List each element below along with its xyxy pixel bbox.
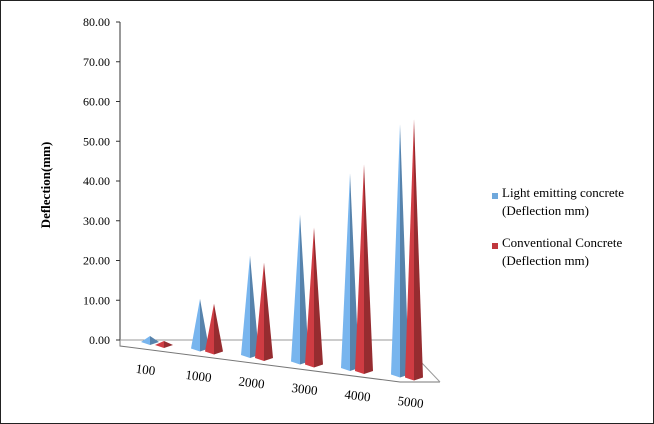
- cone-conventional-shade: [314, 227, 323, 368]
- x-tick-label: 3000: [291, 380, 319, 398]
- cone-conventional: [355, 164, 364, 374]
- y-axis-label: Deflection(mm): [38, 142, 53, 229]
- y-tick-labels: 0.00 10.00 20.00 30.00 40.00 50.00 60.00 70.00 8…: [83, 15, 120, 347]
- cone-conventional: [205, 303, 214, 355]
- cone-light-emitting-shade: [250, 255, 259, 358]
- cone-light-emitting-shade: [400, 124, 409, 378]
- cone-light-emitting-shade: [200, 298, 209, 352]
- y-tick-label: 40.00: [83, 174, 110, 188]
- cone-light-emitting-shade: [300, 214, 309, 365]
- legend-entry-text: Light emitting concrete: [502, 185, 624, 200]
- y-tick-label: 50.00: [83, 134, 110, 148]
- floor-front-edge: [119, 340, 440, 383]
- cone-light-emitting: [141, 336, 150, 345]
- legend-entry-text: (Deflection mm): [502, 203, 589, 218]
- cone-conventional-shade: [264, 262, 273, 361]
- x-tick-label: 4000: [344, 387, 372, 405]
- y-tick-label: 70.00: [83, 55, 110, 69]
- y-tick-label: 0.00: [89, 333, 110, 347]
- cone-light-emitting: [341, 173, 350, 371]
- cone-light-emitting: [191, 298, 200, 352]
- chart-cones: [141, 119, 423, 381]
- x-tick-label: 100: [135, 361, 156, 378]
- legend-swatch: [492, 193, 498, 199]
- y-tick-label: 60.00: [83, 95, 110, 109]
- cone-light-emitting-shade: [350, 173, 359, 371]
- legend-entry-text: (Deflection mm): [502, 253, 589, 268]
- x-tick-label: 5000: [397, 393, 425, 411]
- x-tick-label: 2000: [238, 374, 266, 392]
- cone-light-emitting: [391, 124, 400, 378]
- cone-conventional-shade: [364, 164, 373, 374]
- cone-light-emitting: [291, 214, 300, 365]
- chart-legend: Light emitting concrete (Deflection mm) Co…: [492, 185, 624, 268]
- cone-conventional-shade: [214, 303, 223, 355]
- legend-entry-text: Conventional Concrete: [502, 235, 622, 250]
- cone-conventional-shade: [164, 341, 173, 348]
- cone-conventional: [255, 262, 264, 361]
- y-tick-label: 10.00: [83, 293, 110, 307]
- cone-conventional-shade: [414, 119, 423, 381]
- legend-swatch: [492, 243, 498, 249]
- cone-conventional: [405, 119, 414, 381]
- y-tick-label: 80.00: [83, 15, 110, 29]
- cone-conventional: [155, 341, 164, 348]
- cone-light-emitting: [241, 255, 250, 358]
- cone-conventional: [305, 227, 314, 368]
- y-tick-label: 30.00: [83, 214, 110, 228]
- x-tick-label: 1000: [185, 367, 213, 385]
- cone-light-emitting-shade: [150, 336, 159, 345]
- x-tick-labels: 100 1000 2000 3000 4000 5000: [135, 361, 424, 411]
- y-tick-label: 20.00: [83, 254, 110, 268]
